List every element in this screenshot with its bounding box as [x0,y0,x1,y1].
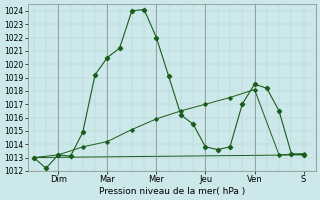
X-axis label: Pression niveau de la mer( hPa ): Pression niveau de la mer( hPa ) [99,187,245,196]
